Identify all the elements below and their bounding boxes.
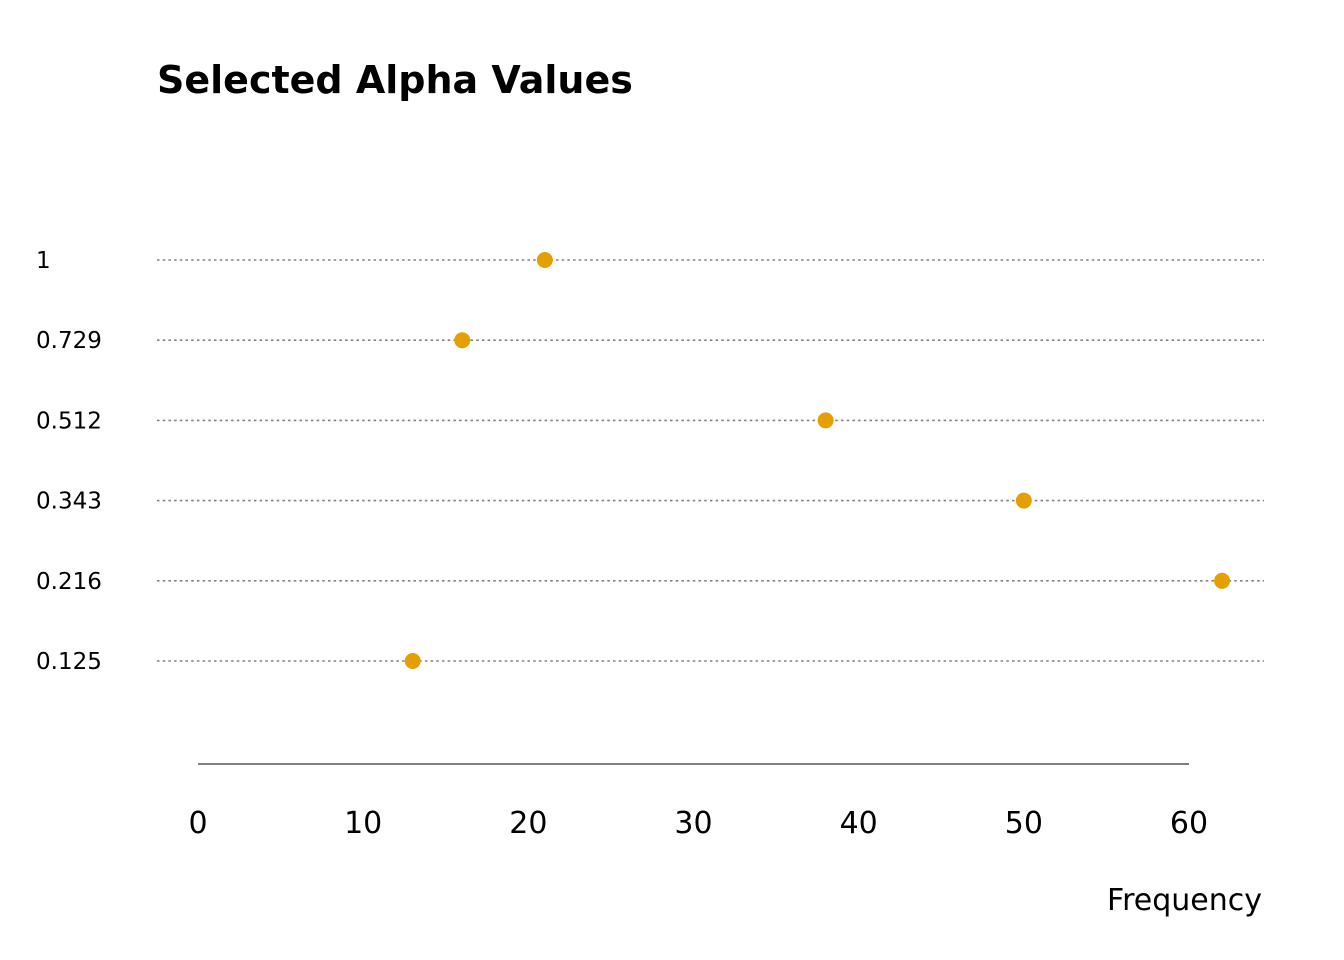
x-tick-label: 50 — [1005, 806, 1043, 841]
data-point — [404, 653, 421, 669]
chart-title: Selected Alpha Values — [157, 58, 633, 102]
category-label: 0.125 — [36, 649, 102, 675]
x-axis-title: Frequency — [1107, 883, 1262, 918]
gridlines — [157, 259, 1264, 662]
data-point — [817, 412, 834, 429]
data-points — [404, 252, 1231, 669]
category-label: 0.512 — [36, 408, 102, 434]
x-tick-labels: 0 10 20 30 40 50 60 — [188, 806, 1208, 841]
x-tick-label: 0 — [188, 806, 207, 841]
category-labels: 1 0.729 0.512 0.343 0.216 0.125 — [36, 248, 102, 675]
data-point — [536, 252, 553, 268]
category-label: 0.729 — [36, 328, 102, 354]
data-point — [454, 332, 471, 349]
category-label: 0.216 — [36, 569, 102, 595]
x-tick-label: 30 — [674, 806, 712, 841]
category-label: 0.343 — [36, 489, 102, 515]
data-point — [1015, 492, 1032, 509]
data-point — [1214, 572, 1231, 589]
x-tick-label: 10 — [344, 806, 382, 841]
category-label: 1 — [36, 248, 51, 274]
x-tick-label: 60 — [1170, 806, 1208, 841]
x-tick-label: 20 — [509, 806, 547, 841]
x-tick-label: 40 — [840, 806, 878, 841]
